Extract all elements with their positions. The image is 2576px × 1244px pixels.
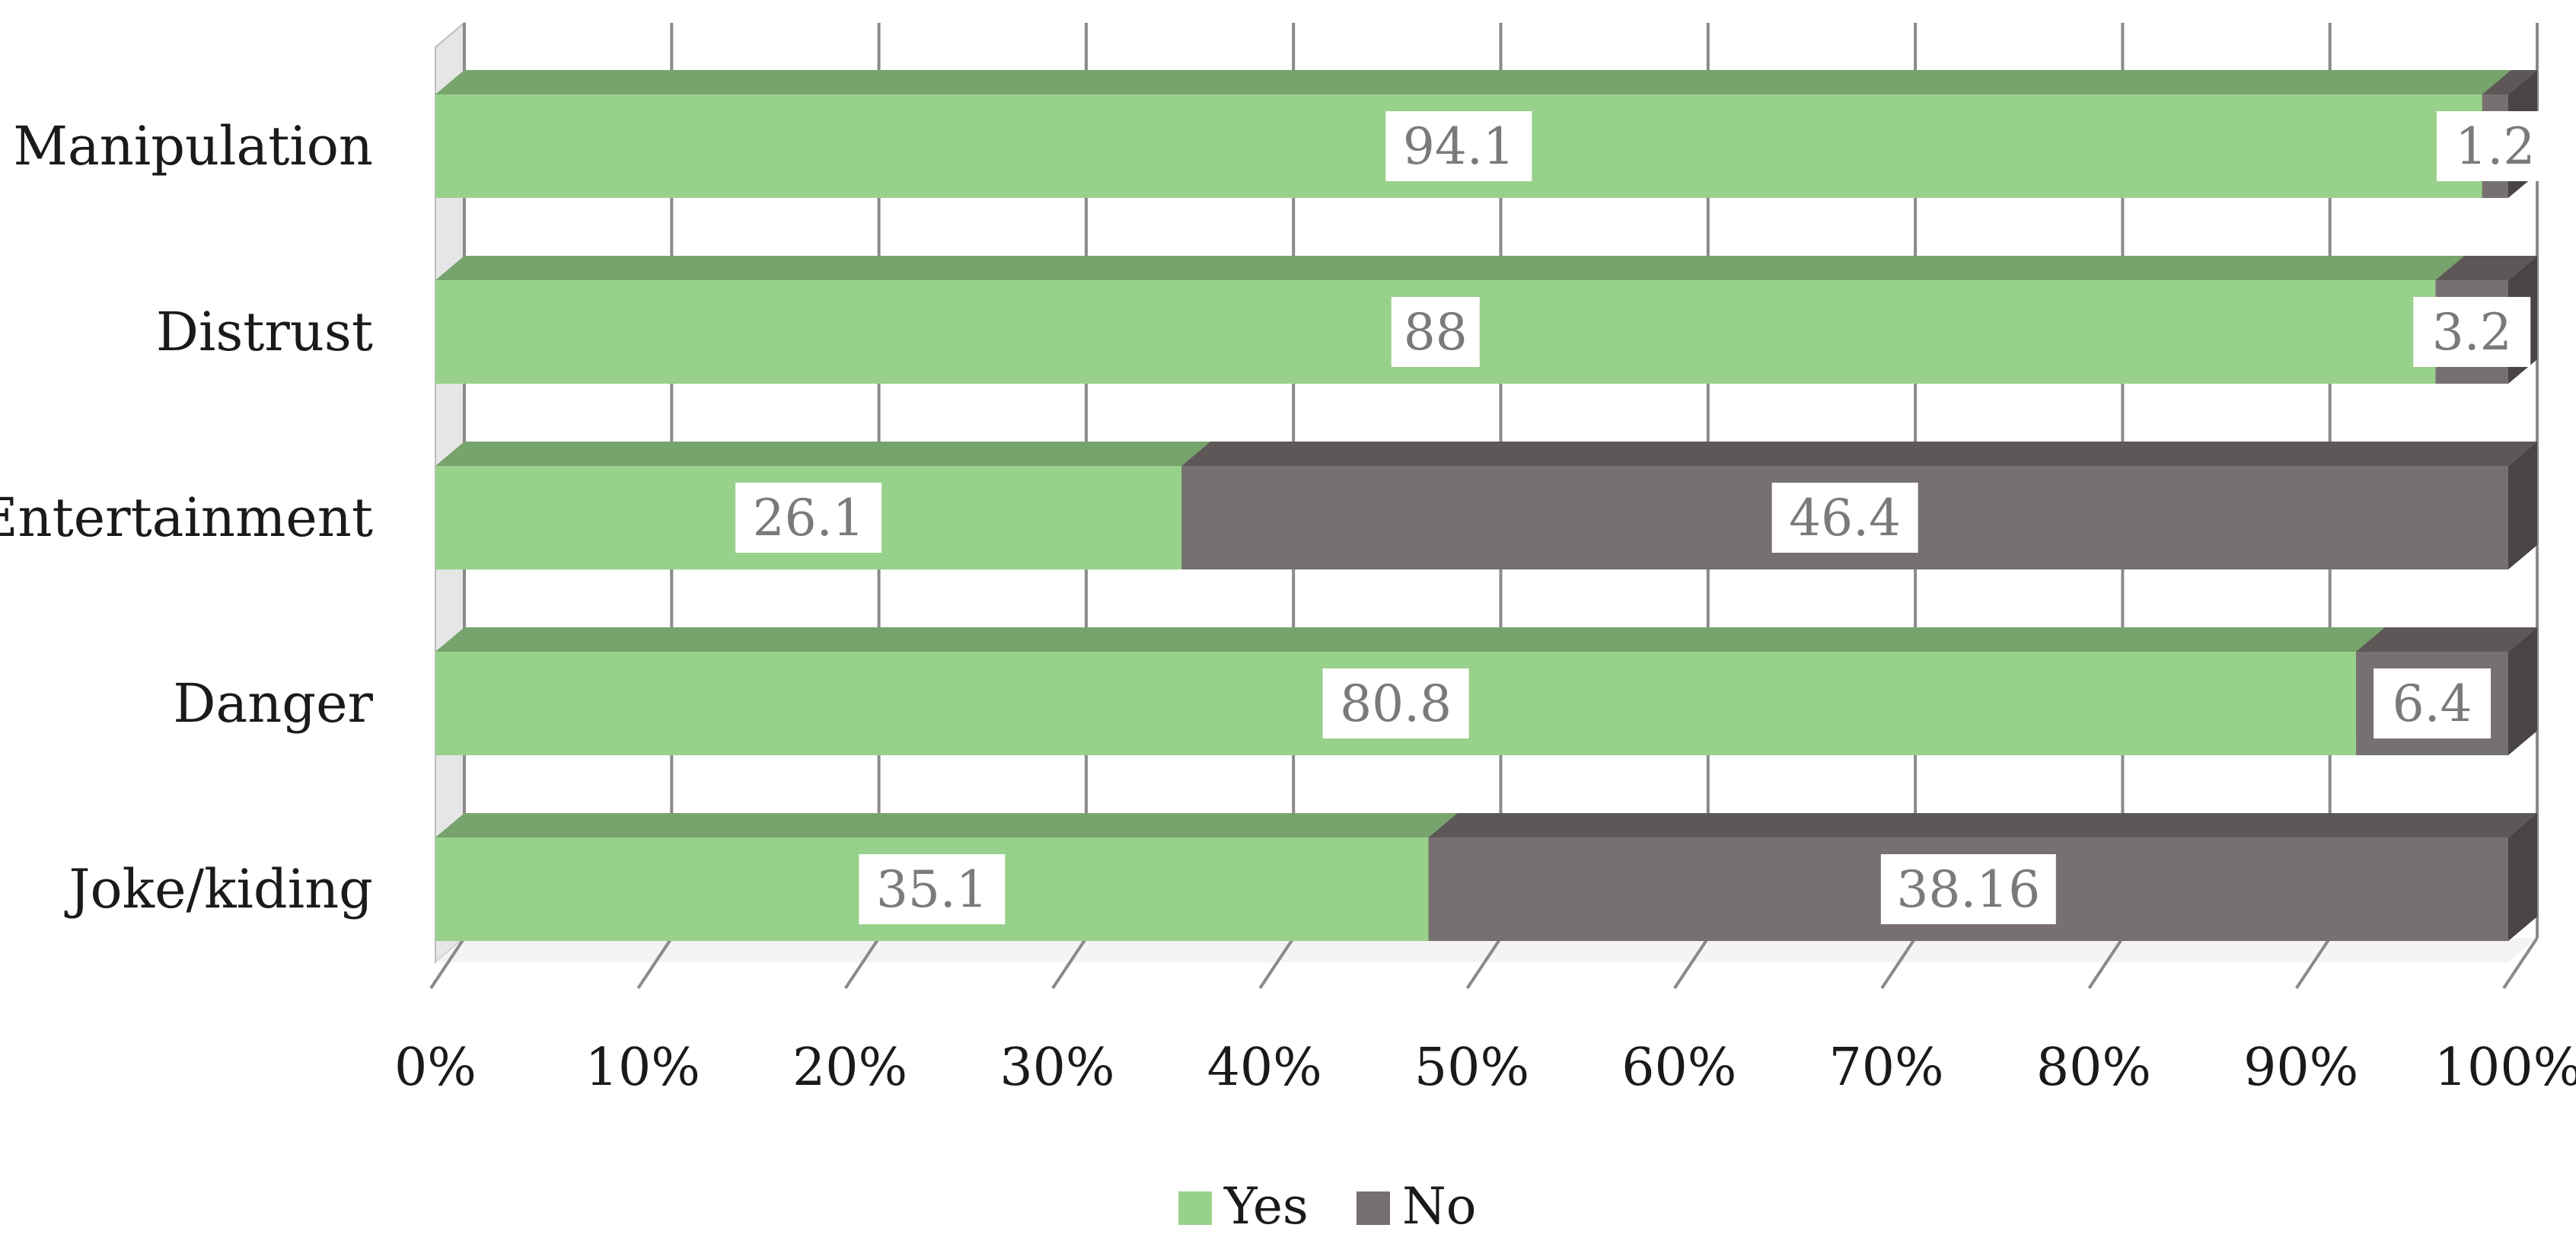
data-label: 38.16 (1880, 854, 2056, 924)
svg-text:46.4: 46.4 (1789, 489, 1901, 547)
svg-text:6.4: 6.4 (2393, 675, 2472, 733)
gridline-floor (429, 936, 466, 990)
x-tick-label: 40% (1207, 1038, 1322, 1098)
data-label: 3.2 (2413, 297, 2531, 367)
category-label: Distrust (156, 301, 373, 363)
x-tick-label: 10% (585, 1038, 700, 1098)
data-label: 80.8 (1322, 668, 1469, 738)
data-label: 88 (1391, 297, 1480, 367)
svg-text:88: 88 (1404, 303, 1468, 362)
legend-swatch-yes (1178, 1191, 1212, 1225)
gridline-floor (1051, 936, 1088, 990)
legend: Yes No (1178, 1177, 1477, 1236)
category-labels: Manipulation Distrust Entertainment Danger J… (0, 115, 374, 920)
gridline-floor (2502, 936, 2539, 990)
x-tick-label: 80% (2036, 1038, 2151, 1098)
data-label: 26.1 (735, 483, 882, 553)
x-tick-label: 90% (2243, 1038, 2358, 1098)
data-labels: 94.1 1.2 88 3.2 26.1 46.4 80.8 6.4 35.1 38.16 (735, 111, 2554, 924)
category-label: Entertainment (0, 486, 373, 549)
category-label: Manipulation (13, 115, 373, 177)
svg-text:3.2: 3.2 (2432, 303, 2512, 362)
svg-text:80.8: 80.8 (1340, 675, 1452, 733)
gridline-floor (636, 936, 673, 990)
x-tick-label: 70% (1829, 1038, 1944, 1098)
legend-swatch-no (1357, 1191, 1390, 1225)
data-label: 1.2 (2436, 111, 2554, 181)
svg-text:1.2: 1.2 (2455, 117, 2535, 176)
floor (435, 938, 2537, 962)
x-tick-label: 100% (2434, 1038, 2576, 1098)
gridline-floor (843, 936, 881, 990)
gridline-floor (1258, 936, 1295, 990)
x-tick-label: 50% (1414, 1038, 1529, 1098)
gridline-floor (1465, 936, 1503, 990)
svg-text:94.1: 94.1 (1403, 117, 1515, 176)
legend-label-yes: Yes (1223, 1177, 1309, 1236)
gridline-floor (2295, 936, 2332, 990)
x-tick-label: 60% (1621, 1038, 1736, 1098)
x-tick-label: 20% (792, 1038, 907, 1098)
gridline-floor (1673, 936, 1710, 990)
svg-text:26.1: 26.1 (753, 489, 865, 547)
category-label: Danger (173, 672, 373, 735)
data-label: 46.4 (1771, 483, 1918, 553)
svg-text:38.16: 38.16 (1896, 860, 2040, 919)
category-label: Joke/kiding (64, 858, 373, 920)
x-tick-label: 0% (394, 1038, 477, 1098)
x-tick-labels: 0% 10% 20% 30% 40% 50% 60% 70% 80% 90% 100% (394, 1038, 2576, 1098)
svg-text:35.1: 35.1 (876, 860, 988, 919)
x-tick-label: 30% (999, 1038, 1114, 1098)
gridline-floor (2087, 936, 2125, 990)
gridline-floor (1880, 936, 1917, 990)
legend-label-no: No (1402, 1177, 1477, 1236)
data-label: 35.1 (859, 854, 1006, 924)
data-label: 6.4 (2374, 668, 2492, 738)
data-label: 94.1 (1385, 111, 1532, 181)
